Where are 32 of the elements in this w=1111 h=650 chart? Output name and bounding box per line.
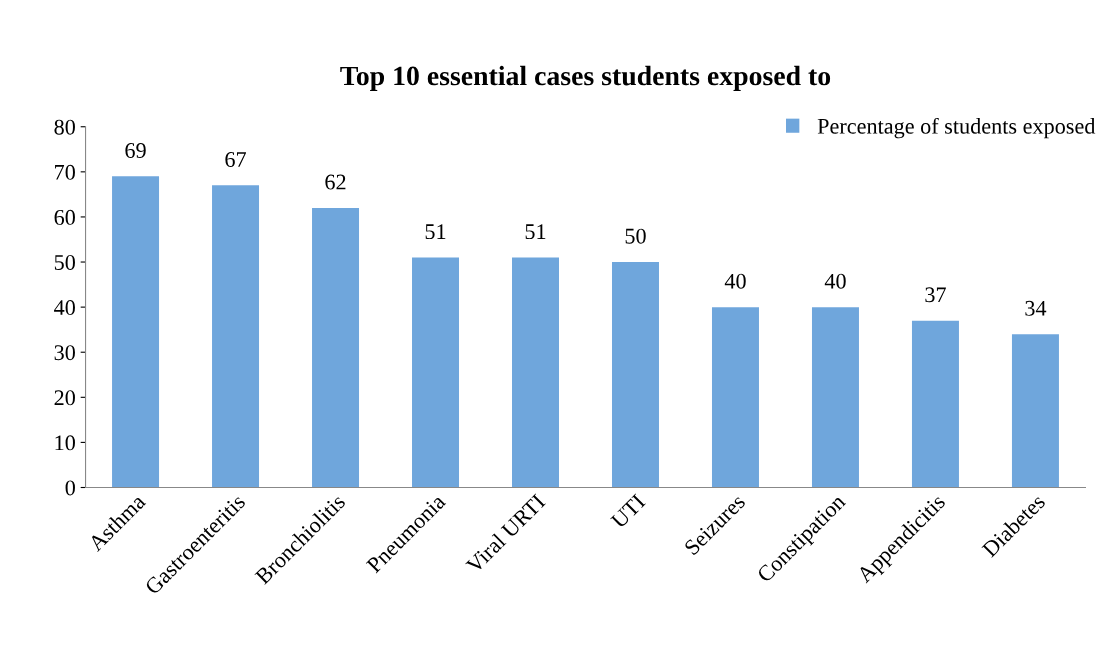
bar <box>911 320 959 488</box>
data-label: 50 <box>625 228 646 244</box>
data-label: 37 <box>925 287 946 303</box>
data-label: 69 <box>125 143 146 158</box>
bar <box>212 185 260 488</box>
bar <box>811 307 859 488</box>
bar <box>1011 334 1059 488</box>
data-label: 62 <box>325 174 346 190</box>
x-tick-label: UTI <box>610 493 646 530</box>
data-label: 34 <box>1025 300 1047 316</box>
legend-label: Percentage of students exposed <box>817 117 1096 139</box>
data-label: 40 <box>724 273 746 289</box>
y-tick-label: 50 <box>54 254 75 270</box>
bar <box>412 257 460 488</box>
data-label: 51 <box>425 224 446 240</box>
y-tick-label: 10 <box>55 435 75 451</box>
bar <box>312 207 360 488</box>
bar <box>711 307 759 488</box>
y-tick-label: 60 <box>54 209 75 225</box>
data-label: 40 <box>824 273 846 289</box>
bar <box>512 257 559 488</box>
y-tick-label: 20 <box>54 390 75 406</box>
y-tick-label: 40 <box>54 300 75 316</box>
chart-title: Top 10 essential cases students exposed to <box>340 65 831 91</box>
y-tick-label: 80 <box>54 119 75 135</box>
bar <box>112 176 160 488</box>
bar <box>611 262 659 488</box>
y-tick-label: 70 <box>55 164 75 180</box>
y-tick-label: 30 <box>54 345 75 361</box>
data-label: 51 <box>525 224 546 240</box>
y-tick-label: 0 <box>65 480 75 496</box>
data-label: 67 <box>225 152 246 167</box>
